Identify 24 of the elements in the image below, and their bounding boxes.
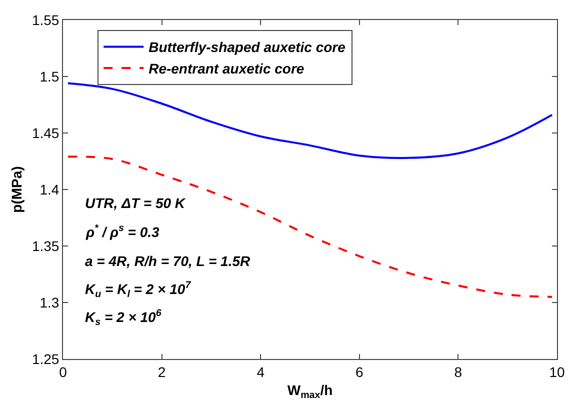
y-tick-label: 1.4: [40, 181, 60, 198]
legend-label: Butterfly-shaped auxetic core: [148, 39, 346, 56]
y-tick-label: 1.5: [40, 68, 60, 84]
x-tick-label: 10: [549, 364, 565, 380]
legend-label: Re-entrant auxetic core: [148, 60, 304, 76]
x-axis-title: W$_{max}$/h: [287, 382, 333, 402]
x-tick-label: 8: [454, 364, 462, 380]
x-tick-label: 2: [158, 364, 166, 380]
y-tick-label: 1.3: [40, 294, 60, 310]
x-tick-label: 0: [59, 364, 68, 380]
annotation: ρ$^{*}$ / ρ$^{s}$ = 0.3: [85, 223, 160, 240]
y-tick-label: 1.25: [32, 350, 60, 367]
annotation: K$_{s}$ = 2 × 10$^{6}$: [85, 308, 162, 328]
annotation: a = 4R, R/h = 70, L = 1.5R: [85, 253, 251, 269]
x-tick-label: 4: [256, 364, 265, 380]
y-axis-title: p(MPa): [8, 166, 25, 213]
y-tick-label: 1.55: [32, 12, 60, 28]
annotation: K$_{u}$ = K$_{l}$ = 2 × 10$^{7}$: [85, 280, 192, 300]
x-tick-label: 6: [356, 364, 364, 380]
line-series: [66, 156, 554, 298]
y-tick-label: 1.45: [32, 124, 60, 141]
line-series: [66, 82, 554, 159]
annotation: UTR, ΔT = 50 K: [85, 195, 186, 211]
y-tick-label: 1.35: [32, 238, 60, 254]
